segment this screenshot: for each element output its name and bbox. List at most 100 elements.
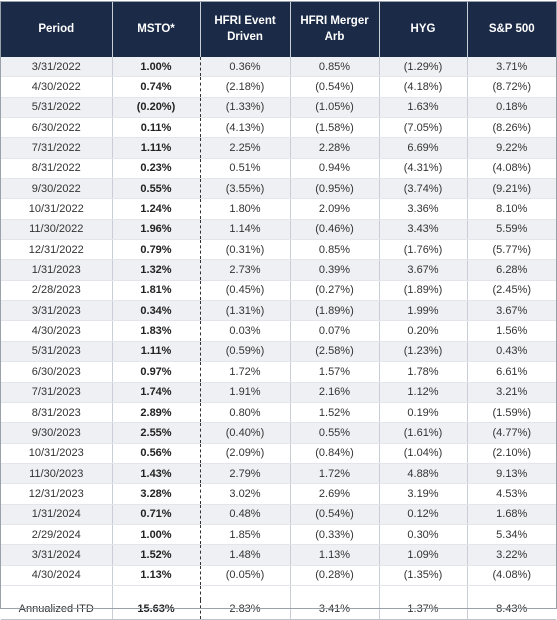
period-cell: 2/28/2023 (1, 280, 113, 302)
period-cell: 8/31/2023 (1, 402, 113, 424)
table-row: 2/28/2023 1.81% (0.45%) (0.27%) (1.89%) (2.45… (1, 280, 556, 302)
hfri-event-driven-cell: (0.05%) (200, 565, 291, 586)
period-cell: 12/31/2022 (1, 239, 113, 261)
msto-cell: 2.89% (111, 402, 201, 424)
sp500-cell: (5.77%) (467, 239, 556, 261)
total-hyg-cell: 1.37% (379, 599, 468, 620)
msto-cell: 1.24% (111, 198, 201, 220)
table-row: 9/30/2022 0.55% (3.55%) (0.95%) (3.74%) (9.21… (1, 178, 556, 200)
sp500-cell: 3.22% (467, 544, 556, 566)
msto-cell: 2.55% (111, 422, 201, 444)
sp500-cell: 9.13% (467, 463, 556, 485)
sp500-cell: (8.26%) (467, 117, 556, 139)
sp500-cell: (4.08%) (467, 565, 556, 586)
msto-cell: 0.79% (111, 239, 201, 261)
hyg-cell: 0.20% (379, 320, 468, 342)
hyg-cell: 3.43% (379, 219, 468, 241)
period-cell: 1/31/2023 (1, 259, 113, 281)
hfri-merger-arb-cell: (0.54%) (290, 76, 380, 98)
msto-cell: 1.96% (111, 219, 201, 241)
table-row: 3/31/2022 1.00% 0.36% 0.85% (1.29%) 3.71% (1, 57, 556, 78)
sp500-cell: 9.22% (467, 137, 556, 159)
spacer-cell (111, 585, 201, 600)
hfri-event-driven-cell: 1.85% (200, 524, 291, 546)
table-row: 1/31/2024 0.71% 0.48% (0.54%) 0.12% 1.68% (1, 504, 556, 525)
sp500-cell: 1.56% (467, 320, 556, 342)
msto-cell: 3.28% (111, 483, 201, 505)
table-row: 11/30/2022 1.96% 1.14% (0.46%) 3.43% 5.59% (1, 219, 556, 241)
table-row: 12/31/2023 3.28% 3.02% 2.69% 3.19% 4.53% (1, 483, 556, 505)
header-sp500: S&P 500 (467, 1, 556, 57)
table-row: 11/30/2023 1.43% 2.79% 1.72% 4.88% 9.13% (1, 463, 556, 485)
sp500-cell: 0.18% (467, 97, 556, 119)
period-cell: 3/31/2022 (1, 57, 113, 78)
spacer-cell (290, 585, 380, 600)
hfri-merger-arb-cell: (0.84%) (290, 443, 380, 464)
hyg-cell: (7.05%) (379, 117, 468, 139)
hyg-cell: (1.89%) (379, 280, 468, 302)
hfri-merger-arb-cell: 0.39% (290, 259, 380, 281)
msto-cell: 1.83% (111, 320, 201, 342)
hfri-merger-arb-cell: 1.72% (290, 463, 380, 485)
hyg-cell: 0.12% (379, 504, 468, 525)
table-header: Period MSTO* HFRI Event Driven HFRI Merger Ar… (1, 1, 556, 57)
sp500-cell: 3.21% (467, 382, 556, 403)
hyg-cell: (1.04%) (379, 443, 468, 464)
hfri-event-driven-cell: 1.14% (200, 219, 291, 241)
hfri-merger-arb-cell: 1.52% (290, 402, 380, 424)
msto-cell: 0.74% (111, 76, 201, 98)
header-text-line: Arb (324, 31, 345, 43)
sp500-cell: 8.10% (467, 198, 556, 220)
hyg-cell: 1.78% (379, 361, 468, 383)
period-cell: 1/31/2024 (1, 504, 113, 525)
hfri-merger-arb-cell: (1.58%) (290, 117, 380, 139)
hfri-event-driven-cell: 0.03% (200, 320, 291, 342)
msto-cell: 0.23% (111, 158, 201, 180)
header-period: Period (1, 1, 113, 57)
hfri-event-driven-cell: (0.40%) (200, 422, 291, 444)
msto-cell: 1.13% (111, 565, 201, 586)
hyg-cell: 6.69% (379, 137, 468, 159)
hyg-cell: 3.19% (379, 483, 468, 505)
msto-cell: 0.34% (111, 300, 201, 322)
hyg-cell: (4.31%) (379, 158, 468, 180)
msto-cell: 0.55% (111, 178, 201, 200)
msto-cell: 1.52% (111, 544, 201, 566)
period-cell: 10/31/2022 (1, 198, 113, 220)
hfri-event-driven-cell: (2.09%) (200, 443, 291, 464)
total-msto-cell: 15.63% (111, 599, 201, 620)
header-hyg: HYG (379, 1, 468, 57)
header-text-line: MSTO* (137, 23, 175, 35)
msto-cell: 1.00% (111, 524, 201, 546)
sp500-cell: (1.59%) (467, 402, 556, 424)
table-row: 5/31/2023 1.11% (0.59%) (2.58%) (1.23%) 0.43% (1, 341, 556, 363)
hyg-cell: 4.88% (379, 463, 468, 485)
sp500-cell: (2.10%) (467, 443, 556, 464)
header-msto: MSTO* (112, 1, 201, 57)
hfri-merger-arb-cell: 1.13% (290, 544, 380, 566)
period-cell: 2/29/2024 (1, 524, 113, 546)
hfri-merger-arb-cell: (2.58%) (290, 341, 380, 363)
hfri-merger-arb-cell: (0.95%) (290, 178, 380, 200)
total-sp500-cell: 8.43% (467, 599, 556, 620)
period-cell: 10/31/2023 (1, 443, 113, 464)
hfri-merger-arb-cell: 0.85% (290, 57, 380, 78)
sp500-cell: (9.21%) (467, 178, 556, 200)
total-hfri-merger-arb-cell: 3.41% (290, 599, 380, 620)
hfri-event-driven-cell: 3.02% (200, 483, 291, 505)
sp500-cell: 3.71% (467, 57, 556, 78)
hfri-merger-arb-cell: 0.07% (290, 320, 380, 342)
table-row: 6/30/2023 0.97% 1.72% 1.57% 1.78% 6.61% (1, 361, 556, 383)
hyg-cell: 1.63% (379, 97, 468, 119)
table-row: 4/30/2024 1.13% (0.05%) (0.28%) (1.35%) (4.08… (1, 565, 556, 586)
hfri-event-driven-cell: (1.31%) (200, 300, 291, 322)
hfri-event-driven-cell: (4.13%) (200, 117, 291, 139)
hfri-event-driven-cell: 2.79% (200, 463, 291, 485)
msto-cell: 1.43% (111, 463, 201, 485)
period-cell: 4/30/2023 (1, 320, 113, 342)
header-text-line: HYG (410, 23, 436, 35)
table-row: 5/31/2022 (0.20%) (1.33%) (1.05%) 1.63% 0.18% (1, 97, 556, 119)
hfri-merger-arb-cell: (0.33%) (290, 524, 380, 546)
hyg-cell: 3.36% (379, 198, 468, 220)
